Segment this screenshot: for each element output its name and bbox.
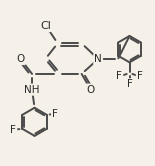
Text: F: F [137,71,143,81]
Text: F: F [116,71,122,81]
Text: NH: NH [24,85,40,95]
Text: Cl: Cl [41,21,52,31]
Text: F: F [52,109,58,119]
Text: N: N [94,54,102,64]
Text: F: F [127,79,133,89]
Text: F: F [10,125,16,135]
Text: O: O [16,54,25,64]
Text: O: O [87,85,95,95]
